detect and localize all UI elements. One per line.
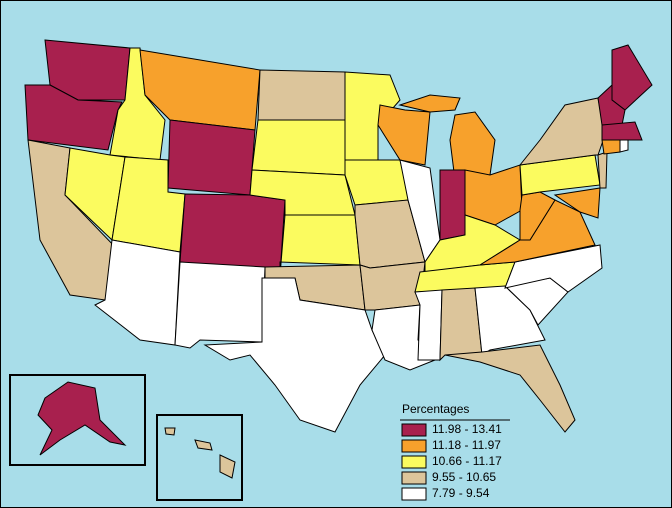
legend-label: 10.66 - 11.17 [432,454,502,468]
state-shape [194,439,213,451]
legend-swatch [401,455,427,469]
state-shape [553,187,601,219]
state-shape [219,454,236,479]
hawaii-inset [156,414,243,501]
legend-label: 9.55 - 10.65 [432,470,496,484]
state-shape [398,94,461,113]
state-shape [44,39,131,101]
state-shape [167,119,256,196]
state-shape [601,121,643,141]
state-shape [414,289,443,361]
state-shape [37,381,127,456]
state-shape [377,104,431,166]
state-shape [439,169,466,241]
state-shape [619,139,629,153]
legend-swatch [401,471,427,485]
state-shape [444,344,576,433]
state-shape [174,261,266,349]
legend-swatch [401,423,427,437]
legend-swatch [401,439,427,453]
state-shape [203,277,386,433]
state-shape [164,427,176,436]
state-shape [597,151,608,189]
legend: Percentages 11.98 - 13.41 11.18 - 11.97 10… [400,402,510,501]
state-shape [359,261,426,311]
legend-label: 11.98 - 13.41 [432,422,502,436]
state-shape [24,84,123,151]
state-shape [601,139,621,155]
legend-label: 7.79 - 9.54 [432,486,490,500]
state-shape [279,214,361,276]
state-shape [179,193,286,276]
state-shape [94,239,181,346]
states [24,39,653,433]
state-shape [251,119,346,176]
legend-title: Percentages [402,402,469,416]
legend-swatch [401,487,427,501]
state-shape [344,159,411,206]
state-shape [257,69,346,121]
alaska-inset [9,374,146,466]
legend-label: 11.18 - 11.97 [432,438,501,452]
